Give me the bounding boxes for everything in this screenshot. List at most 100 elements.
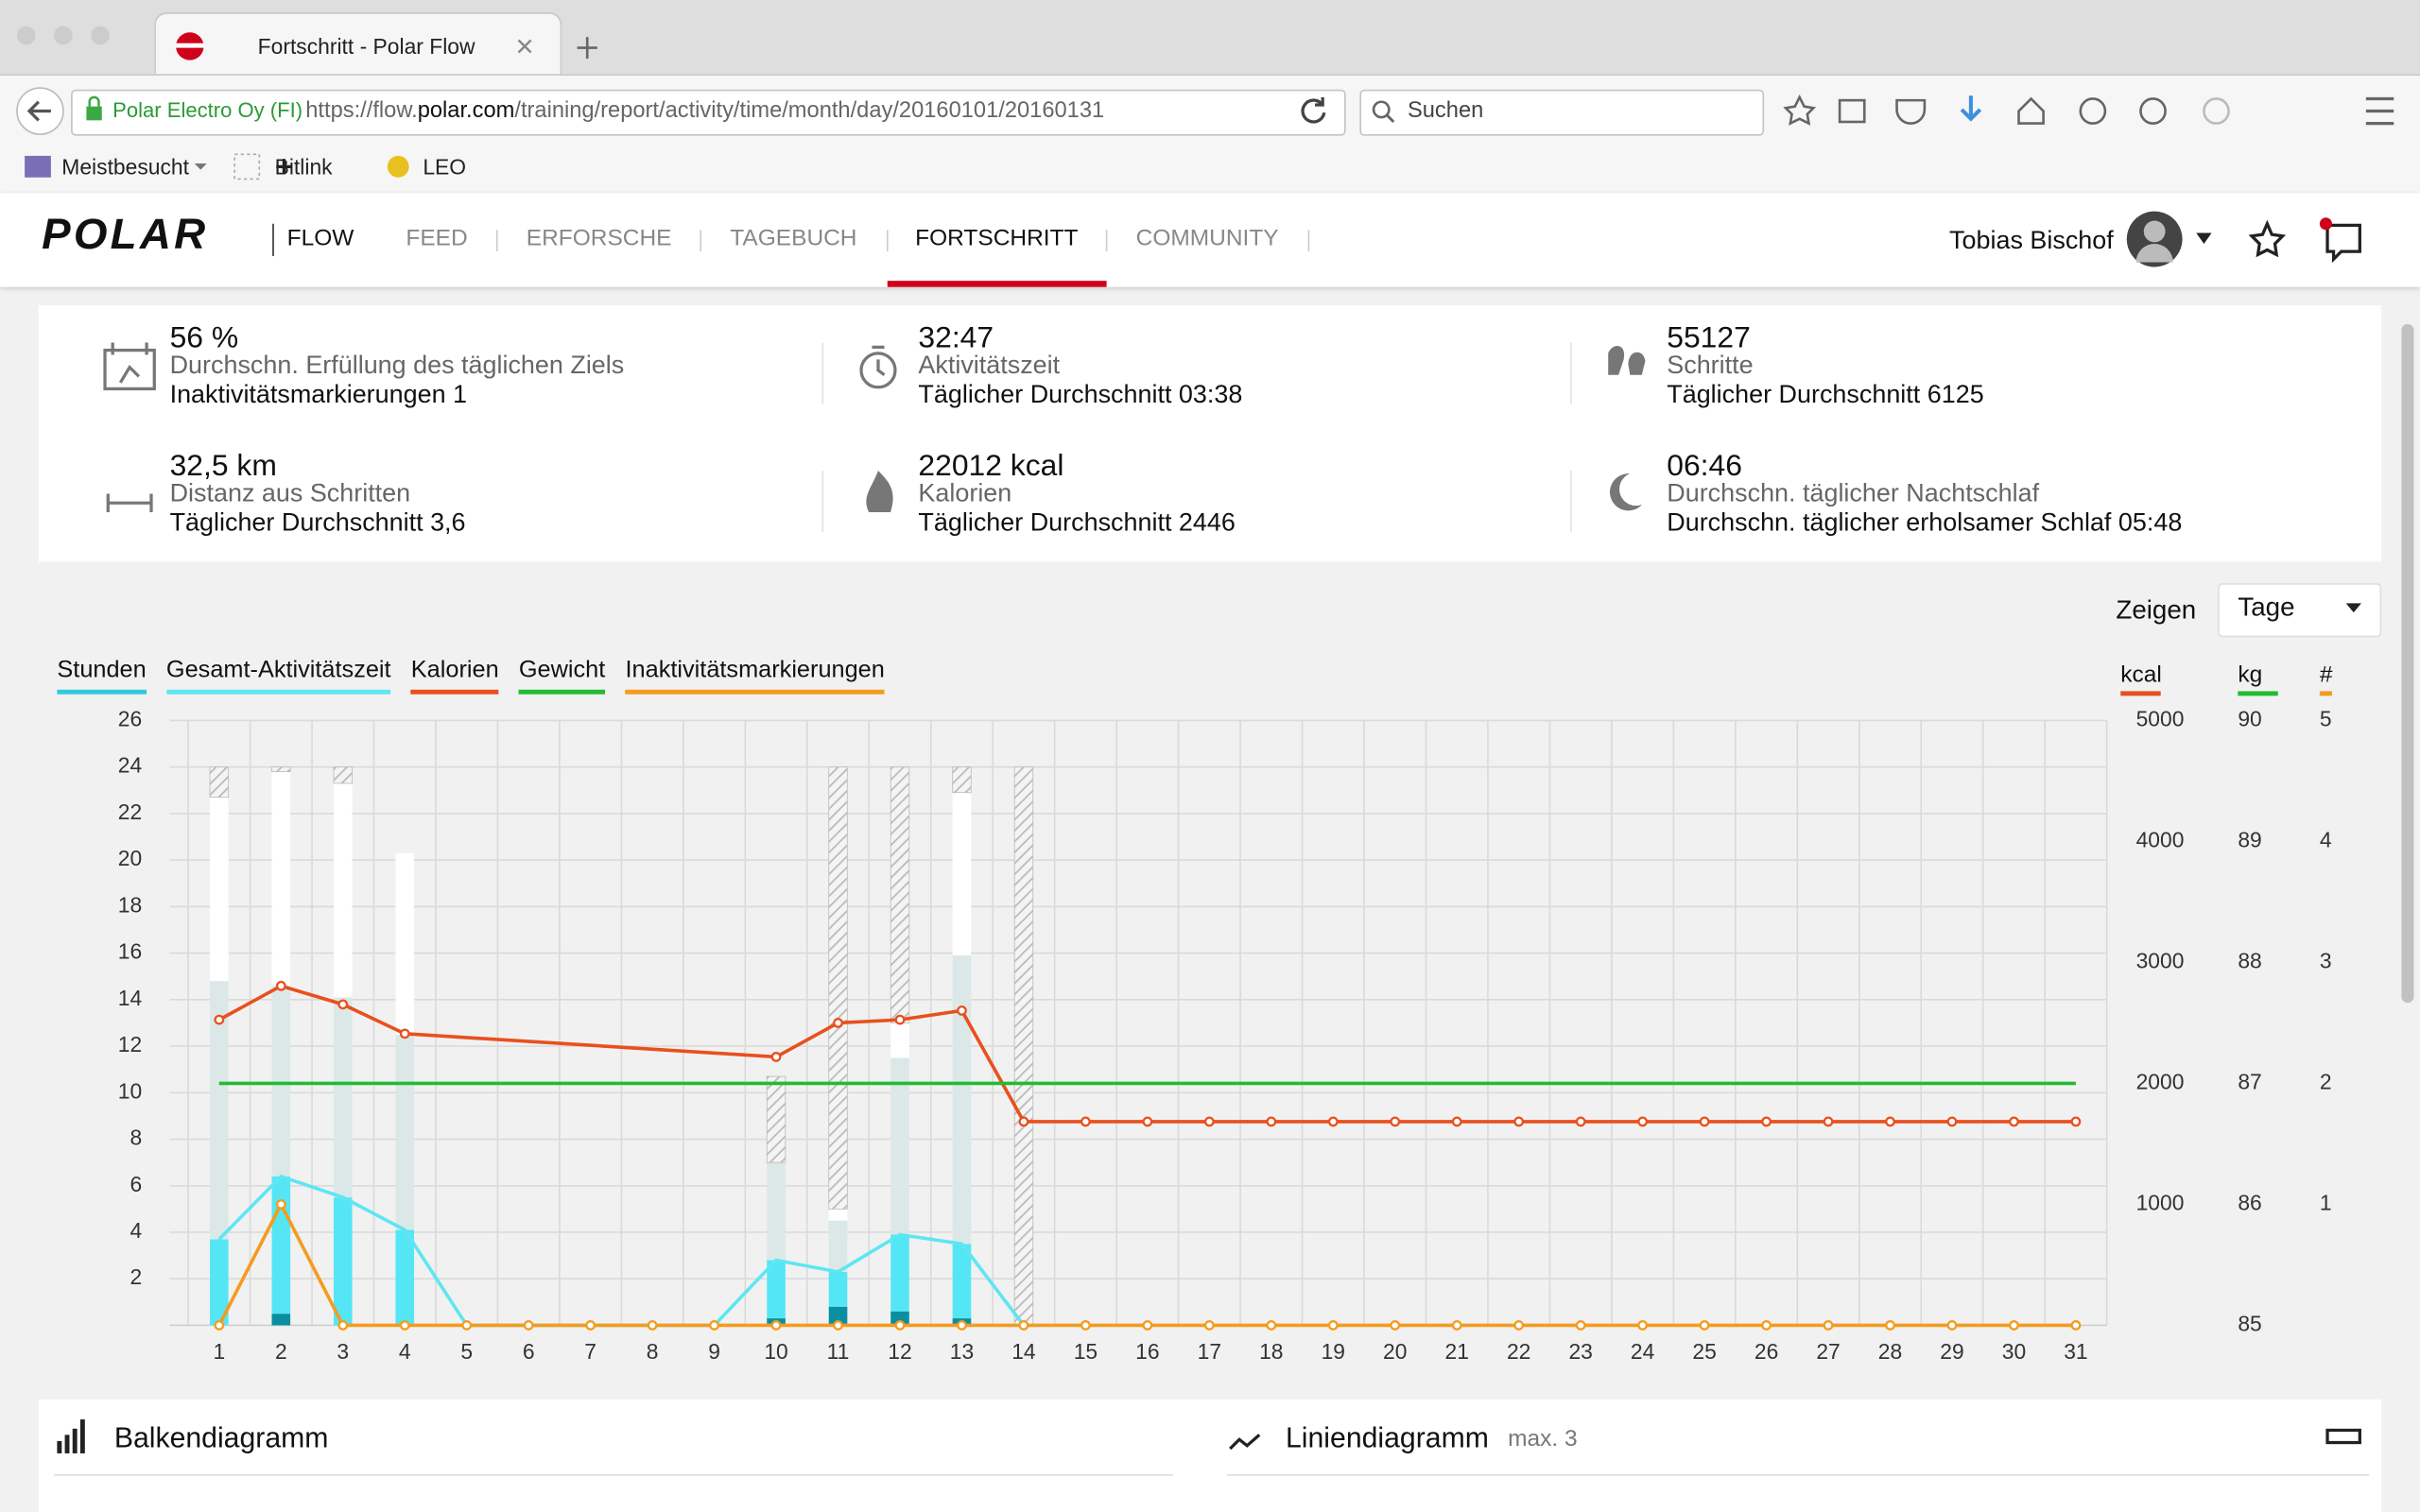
line-dot [770,1052,782,1062]
stat-icons [103,342,1646,513]
bar-segment [952,792,972,956]
tab[interactable] [154,12,562,76]
search-placeholder[interactable]: Suchen [1407,98,1484,124]
legend-tab[interactable]: Gesamt-Aktivitätszeit [165,658,391,695]
url-bar[interactable] [71,89,1346,136]
line-dot [1390,1320,1401,1331]
legend-tab[interactable]: Stunden [57,658,147,695]
window-buttons[interactable] [16,26,110,45]
axis-header-rule [2238,691,2278,696]
favorites[interactable] [2248,219,2287,258]
stat-detail: Täglicher Durchschnitt 3,6 [169,508,466,538]
legend-tab[interactable]: Kalorien [410,658,499,695]
line-dot [585,1320,596,1331]
y2-tick-label: 1 [2320,1190,2332,1214]
select-arrow[interactable] [2345,603,2361,613]
line-dot [275,1199,286,1210]
bar-segment [333,766,353,784]
folder-icon [25,155,51,178]
y2-tick-label: 90 [2238,706,2261,730]
bar-segment [210,981,229,1240]
stat-value: 56 % [169,320,239,355]
bar-segment [828,1306,848,1326]
nav-item[interactable]: FORTSCHRITT [915,225,1079,252]
line-dot [1327,1320,1339,1331]
stat-label: Aktivitätszeit [918,352,1061,380]
line-dot [1699,1320,1710,1331]
url[interactable]: https://flow.polar.com/training/report/a… [305,98,1104,123]
stat-detail: Täglicher Durchschnitt 03:38 [918,381,1243,409]
messages[interactable] [2325,223,2361,264]
search-bar[interactable] [1359,89,1765,136]
show-select[interactable]: Tage [2238,592,2295,622]
legend-tab[interactable]: Inaktivitätsmarkierungen [625,658,885,695]
line-dot [214,1014,225,1025]
bar-segment [395,1034,415,1230]
x-tick-label: 11 [827,1339,850,1364]
logo[interactable]: POLAR [42,210,209,258]
line-dot [1513,1320,1525,1331]
user-name[interactable]: Tobias Bischof [1949,226,2114,255]
bar-segment [890,1311,909,1326]
stat-detail: Inaktivitätsmarkierungen 1 [169,381,468,409]
bar-segment [766,1075,786,1163]
nav-item[interactable]: TAGEBUCH [730,225,857,252]
line-series [217,984,2076,1124]
stat-label: Schritte [1667,352,1754,380]
line-dot [1451,1116,1462,1127]
x-tick-label: 4 [399,1339,411,1364]
new-tab[interactable] [577,37,597,60]
line-dot [1761,1116,1772,1127]
line-dot [1142,1116,1153,1127]
line-dot [1451,1320,1462,1331]
user-menu[interactable] [2196,232,2212,244]
line-dot [1946,1320,1958,1331]
reload[interactable] [1301,96,1326,124]
bar-segment [890,1057,909,1235]
bar-segment [333,782,353,998]
line-dot [1885,1320,1895,1331]
bookmark[interactable]: Bitlink [274,154,333,180]
x-tick-label: 25 [1692,1339,1716,1364]
scrollbar [2401,323,2414,1004]
stat-dividers [821,342,1572,533]
x-tick-label: 12 [888,1339,911,1364]
bookmark[interactable]: LEO [423,154,467,180]
toolbar-icons[interactable] [1783,94,2394,126]
y2-tick-label: 1000 [2136,1190,2185,1214]
axis-header: # [2320,662,2333,688]
url-part: https://flow. [305,98,418,124]
line-dot [1080,1320,1091,1331]
tab-close[interactable] [517,39,532,54]
legend-tab[interactable]: Gewicht [518,658,606,695]
bar-segment [952,955,972,1245]
site-header [0,193,2420,287]
line-dot [1203,1116,1215,1127]
y2-tick-label: 2000 [2136,1069,2185,1093]
stat-label: Durchschn. Erfüllung des täglichen Ziels [169,352,625,380]
nav-item[interactable]: ERFORSCHE [526,225,672,252]
stat-label: Kalorien [918,479,1012,508]
bar-segment [767,1260,786,1319]
y2-tick-label: 88 [2238,948,2261,972]
active-underline [887,281,1107,287]
line-dot [399,1028,410,1040]
bar-segment [333,997,353,1198]
line-dot [2070,1320,2082,1331]
line-dot [399,1320,410,1331]
x-tick-label: 5 [460,1339,473,1364]
nav-item[interactable]: COMMUNITY [1135,225,1279,252]
x-tick-label: 23 [1568,1339,1592,1364]
tab-title[interactable]: Fortschritt - Polar Flow [257,33,475,60]
x-tick-label: 8 [647,1339,659,1364]
y2-tick-label: 85 [2238,1311,2261,1335]
collapse[interactable] [2325,1428,2361,1445]
nav-item[interactable]: FEED [406,225,468,252]
bookmark[interactable]: Meistbesucht [61,154,189,180]
leo-icon [387,155,409,178]
panel-note: max. 3 [1508,1425,1578,1452]
x-tick-label: 17 [1198,1339,1221,1364]
bar-segment [890,1022,909,1058]
x-tick-label: 30 [2002,1339,2026,1364]
